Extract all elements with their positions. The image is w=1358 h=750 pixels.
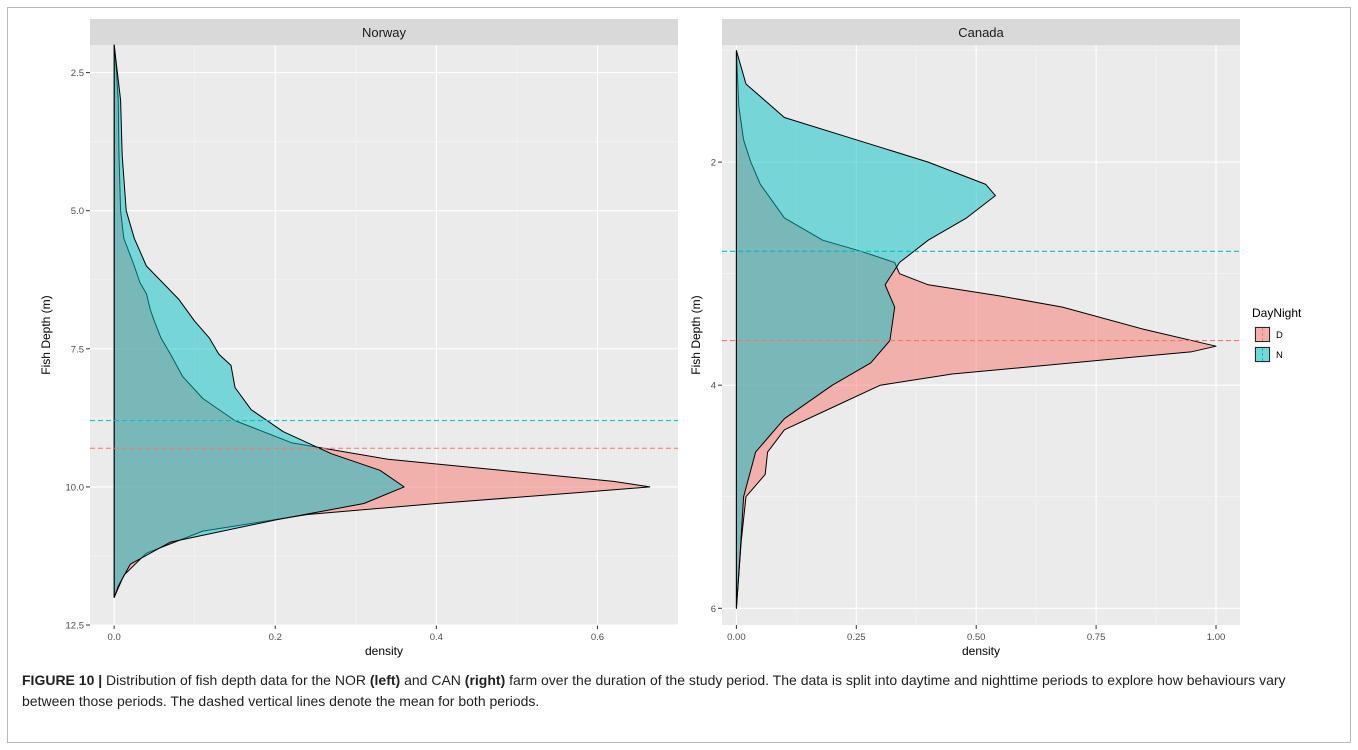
x-tick-label: 0.0 bbox=[108, 632, 121, 643]
x-tick-label: 0.2 bbox=[269, 632, 282, 643]
x-tick-label: 0.25 bbox=[847, 632, 866, 643]
figure-canvas: Norway 0.0 0.2 0.4 0.6 2.5 5.0 7.5 10.0 12.5 densi… bbox=[39, 19, 1302, 658]
caption-text-1: Distribution of fish depth data for the … bbox=[102, 672, 370, 688]
y-tick-label: 6 bbox=[711, 604, 716, 615]
x-tick-label: 1.00 bbox=[1207, 632, 1226, 643]
x-tick-label: 0.50 bbox=[967, 632, 986, 643]
panel-norway: Norway 0.0 0.2 0.4 0.6 2.5 5.0 7.5 10.0 12.5 densi… bbox=[39, 19, 678, 658]
facet-strip bbox=[722, 19, 1240, 45]
y-axis-title: Fish Depth (m) bbox=[689, 295, 703, 374]
caption-bold-left: (left) bbox=[369, 672, 401, 688]
y-tick-label: 7.5 bbox=[71, 344, 84, 355]
x-tick-label: 0.00 bbox=[727, 632, 746, 643]
caption-text-2: and CAN bbox=[400, 672, 465, 688]
y-tick-label: 10.0 bbox=[66, 482, 85, 493]
caption-figure-label: FIGURE 10 | bbox=[22, 672, 103, 688]
legend-title: DayNight bbox=[1252, 306, 1302, 320]
x-tick-label: 0.75 bbox=[1087, 632, 1106, 643]
legend: DayNight DN bbox=[1252, 306, 1302, 363]
x-axis-title: density bbox=[365, 644, 403, 658]
density-area-n bbox=[735, 50, 996, 609]
y-tick-label: 2.5 bbox=[71, 68, 84, 79]
figure-frame bbox=[7, 7, 1351, 743]
x-tick-label: 0.6 bbox=[591, 632, 604, 643]
x-axis-title: density bbox=[962, 644, 1000, 658]
facet-strip bbox=[90, 19, 678, 45]
density-area-n bbox=[113, 44, 405, 598]
y-tick-label: 4 bbox=[711, 381, 716, 392]
y-axis-title: Fish Depth (m) bbox=[39, 295, 53, 374]
legend-label-d: D bbox=[1276, 330, 1283, 341]
y-tick-label: 2 bbox=[711, 158, 716, 169]
y-tick-label: 5.0 bbox=[71, 206, 84, 217]
facet-title: Canada bbox=[958, 25, 1004, 40]
panel-canada: Canada 0.00 0.25 0.50 0.75 1.00 2 4 6 density Fish… bbox=[689, 19, 1240, 658]
y-tick-label: 12.5 bbox=[66, 621, 85, 632]
x-tick-label: 0.4 bbox=[430, 632, 443, 643]
caption-text-3: farm over the duration of the study peri… bbox=[22, 672, 1286, 709]
figure-caption: FIGURE 10 | Distribution of fish depth d… bbox=[22, 670, 1340, 712]
facet-title: Norway bbox=[362, 25, 407, 40]
legend-label-n: N bbox=[1276, 350, 1283, 361]
caption-bold-right: (right) bbox=[464, 672, 506, 688]
